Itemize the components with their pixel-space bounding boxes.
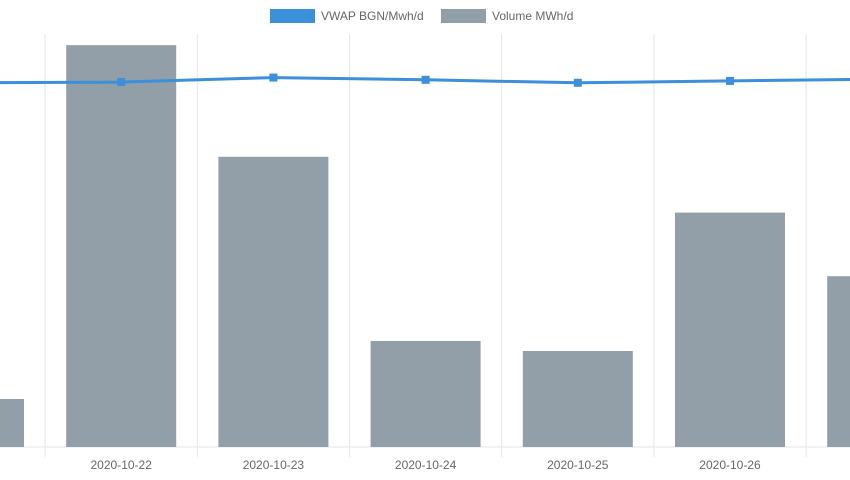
bar-2020-10-22[interactable]: [66, 45, 177, 447]
x-tick-label: 2020-10-26: [699, 458, 761, 472]
bar-2020-10-26[interactable]: [675, 212, 785, 447]
vwap-point-2020-10-24[interactable]: [421, 75, 430, 84]
legend-label-vwap: VWAP BGN/Mwh/d: [321, 9, 424, 23]
legend-label-volume: Volume MWh/d: [492, 9, 573, 23]
vwap-point-2020-10-26[interactable]: [726, 76, 734, 85]
legend-swatch-vwap: [270, 9, 315, 23]
bars-layer: [0, 45, 850, 447]
vwap-point-2020-10-23[interactable]: [269, 73, 278, 82]
x-tick-label: 2020-10-25: [547, 458, 609, 472]
legend-swatch-volume: [441, 9, 486, 23]
legend[interactable]: VWAP BGN/Mwh/d Volume MWh/d: [270, 9, 573, 23]
legend-item-volume[interactable]: Volume MWh/d: [441, 9, 573, 23]
bar-2020-10-27[interactable]: [827, 276, 850, 447]
vwap-point-2020-10-25[interactable]: [573, 78, 582, 87]
bar-2020-10-23[interactable]: [218, 156, 329, 447]
x-tick-label: 2020-10-24: [395, 458, 457, 472]
x-tick-label: 2020-10-22: [91, 458, 153, 472]
bar-2020-10-25[interactable]: [522, 351, 633, 447]
bar-2020-10-21[interactable]: [0, 399, 24, 447]
x-tick-label: 2020-10-23: [243, 458, 305, 472]
vwap-point-2020-10-22[interactable]: [117, 78, 126, 87]
bar-2020-10-24[interactable]: [370, 340, 481, 447]
legend-item-vwap[interactable]: VWAP BGN/Mwh/d: [270, 9, 424, 23]
x-axis: 2020-10-212020-10-222020-10-232020-10-24…: [0, 458, 761, 472]
line-layer: [0, 73, 850, 87]
